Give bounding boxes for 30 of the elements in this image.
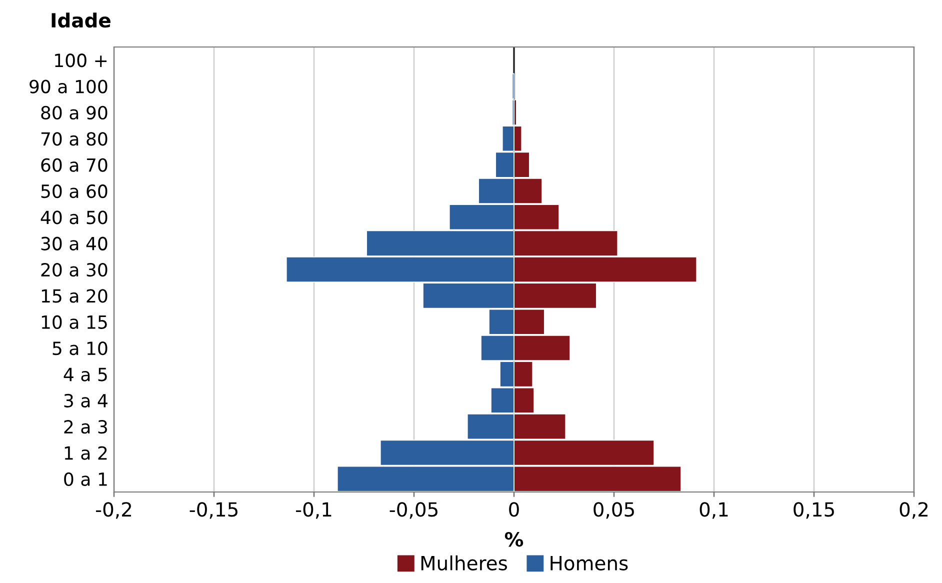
y-tick-label: 80 a 90: [41, 106, 108, 120]
y-tick-label: 50 a 60: [41, 184, 108, 198]
x-tick-label: -0,2: [96, 502, 132, 519]
y-tick-label: 40 a 50: [40, 210, 108, 224]
y-tick-label: 20 a 30: [41, 262, 108, 277]
x-tick-label: -0,15: [190, 502, 238, 519]
x-tick-label: 0,2: [900, 502, 928, 519]
y-tick-label: 70 a 80: [41, 132, 108, 146]
y-tick-label: 15 a 20: [42, 289, 108, 303]
x-tick-label: -0,05: [390, 502, 438, 519]
y-tick-label: 5 a 10: [52, 341, 108, 356]
x-tick-label: 0,15: [794, 502, 834, 519]
y-tick-label: 10 a 15: [42, 315, 107, 329]
legend-label: Homens: [550, 556, 628, 570]
x-tick-label: 0,1: [700, 502, 728, 519]
y-tick-label: 60 a 70: [41, 158, 108, 172]
y-tick-label: 30 a 40: [41, 236, 108, 250]
y-tick-label: 4 a 5: [64, 368, 107, 382]
y-tick-label: 100 +: [55, 54, 107, 68]
y-tick-label: 90 a 100: [30, 80, 108, 94]
x-tick-label: -0,1: [296, 502, 332, 519]
x-axis-title: %: [504, 532, 524, 547]
legend-label: Mulheres: [421, 555, 507, 570]
y-tick-label: 1 a 2: [64, 446, 107, 460]
x-tick-label: 0,05: [594, 502, 634, 519]
x-tick-label: 0: [509, 502, 519, 517]
y-tick-label: 3 a 4: [64, 394, 108, 408]
y-tick-label: 2 a 3: [64, 420, 107, 434]
y-tick-label: 0 a 1: [64, 472, 107, 486]
y-axis-title: Idade: [52, 12, 110, 28]
